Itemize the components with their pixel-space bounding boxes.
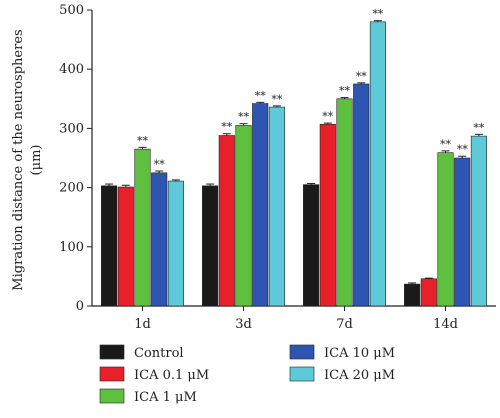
bar — [319, 123, 336, 307]
bar — [369, 21, 386, 307]
bar — [202, 185, 219, 307]
legend-label: ICA 20 μM — [324, 368, 395, 383]
legend-swatch — [289, 366, 315, 382]
significance-label: ** — [154, 158, 166, 171]
significance-label: ** — [238, 111, 250, 124]
x-tick-label: 7d — [336, 317, 353, 332]
y-tick-label: 500 — [59, 3, 84, 18]
significance-label: ** — [356, 70, 368, 83]
significance-label: ** — [271, 93, 283, 106]
legend: Control ICA 0.1 μM ICA 1 μM ICA 10 μM ICA 20… — [99, 344, 395, 405]
bar — [470, 135, 487, 307]
bar — [101, 185, 118, 307]
bar — [353, 83, 370, 307]
bar — [268, 106, 285, 307]
significance-label: ** — [339, 85, 351, 98]
bar — [454, 157, 471, 307]
bar — [303, 184, 320, 307]
legend-swatch — [289, 344, 315, 360]
y-axis-unit: (μm) — [29, 145, 44, 176]
significance-label: ** — [457, 143, 469, 156]
bar — [167, 180, 184, 307]
significance-label: ** — [137, 134, 149, 147]
bar — [404, 283, 421, 307]
y-axis-title: Migration distance of the neurospheres — [11, 29, 26, 290]
legend-swatch — [99, 366, 125, 382]
significance-label: ** — [221, 121, 233, 134]
y-tick-label: 400 — [59, 62, 84, 77]
bar — [151, 172, 168, 307]
x-tick-label: 1d — [134, 317, 151, 332]
bar — [117, 186, 134, 307]
legend-swatch — [99, 388, 125, 404]
legend-label: ICA 0.1 μM — [134, 368, 209, 383]
significance-label: ** — [440, 138, 452, 151]
bars — [101, 20, 487, 307]
x-tick-label: 14d — [433, 317, 458, 332]
bar — [252, 103, 269, 307]
bar — [235, 125, 252, 307]
x-tick-label: 3d — [235, 317, 252, 332]
significance-label: ** — [473, 121, 485, 134]
bar — [134, 148, 151, 307]
y-tick-label: 100 — [59, 240, 84, 255]
y-tick-label: 0 — [76, 299, 84, 314]
bar — [437, 152, 454, 307]
bar — [218, 135, 235, 307]
labels: 1d ** ** 3d ** ** ** ** 7d ** ** ** ** 14d ** ** ** — [134, 8, 485, 332]
legend-label: Control — [134, 346, 184, 361]
legend-swatch — [99, 344, 125, 360]
significance-label: ** — [322, 110, 334, 123]
y-tick-label: 300 — [59, 121, 84, 136]
bar — [336, 98, 353, 307]
legend-label: ICA 10 μM — [324, 346, 395, 361]
significance-label: ** — [372, 8, 384, 21]
legend-label: ICA 1 μM — [134, 390, 197, 405]
bar — [420, 278, 437, 307]
y-tick-label: 200 — [59, 181, 84, 196]
significance-label: ** — [255, 89, 267, 102]
axes: 0 100 200 300 400 500 — [59, 3, 496, 314]
